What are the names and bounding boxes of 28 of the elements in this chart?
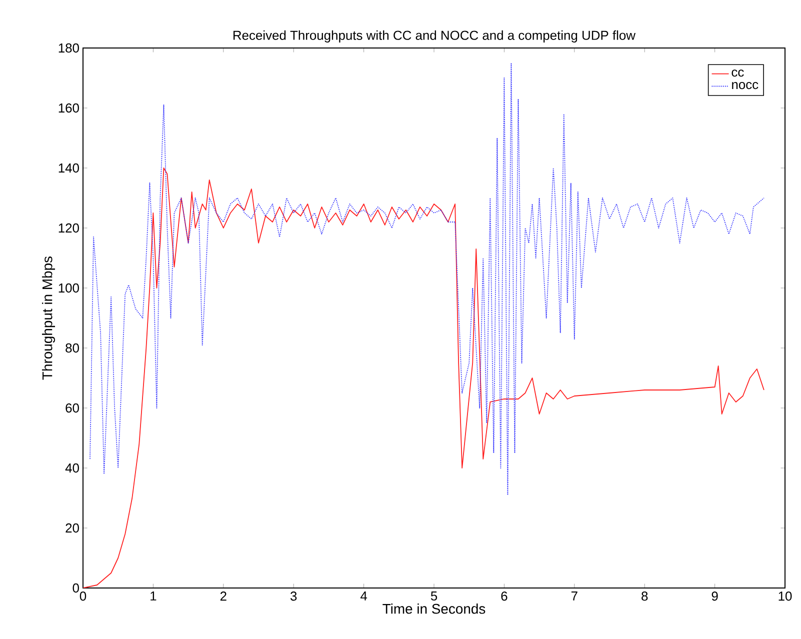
x-tick-label: 5 — [430, 592, 438, 601]
x-tick-label: 9 — [712, 592, 718, 601]
line-series — [90, 62, 764, 496]
y-tick-label: 0 — [72, 583, 79, 593]
y-tick-label: 160 — [58, 103, 79, 113]
x-tick-label: 2 — [220, 592, 226, 601]
x-tick-label: 4 — [360, 592, 368, 600]
x-tick-label: 1 — [150, 592, 156, 600]
x-tick-label: 6 — [501, 592, 508, 601]
x-axis-title: Time in Seconds — [382, 604, 486, 614]
legend-label: nocc — [732, 82, 758, 90]
chart-title: Received Throughputs with CC and NOCC and a competing UDP flow — [234, 30, 636, 42]
x-tick-label: 8 — [642, 592, 648, 601]
y-tick-label: 120 — [58, 223, 79, 233]
y-tick-label: 100 — [58, 283, 79, 293]
y-tick-label: 60 — [66, 403, 79, 413]
x-tick-label: 3 — [290, 592, 297, 601]
x-tick-label: 0 — [80, 592, 86, 601]
y-tick-label: 140 — [58, 163, 79, 173]
line-series — [83, 168, 764, 588]
y-tick-label: 40 — [65, 463, 79, 473]
x-tick-label: 10 — [778, 592, 792, 601]
legend-label: cc — [732, 70, 744, 77]
y-tick-label: 80 — [66, 343, 79, 353]
x-tick-label: 7 — [571, 592, 578, 600]
y-axis-title: Throughput in Mbps — [42, 256, 56, 380]
y-tick-label: 20 — [66, 523, 79, 533]
y-tick-label: 180 — [58, 43, 79, 53]
